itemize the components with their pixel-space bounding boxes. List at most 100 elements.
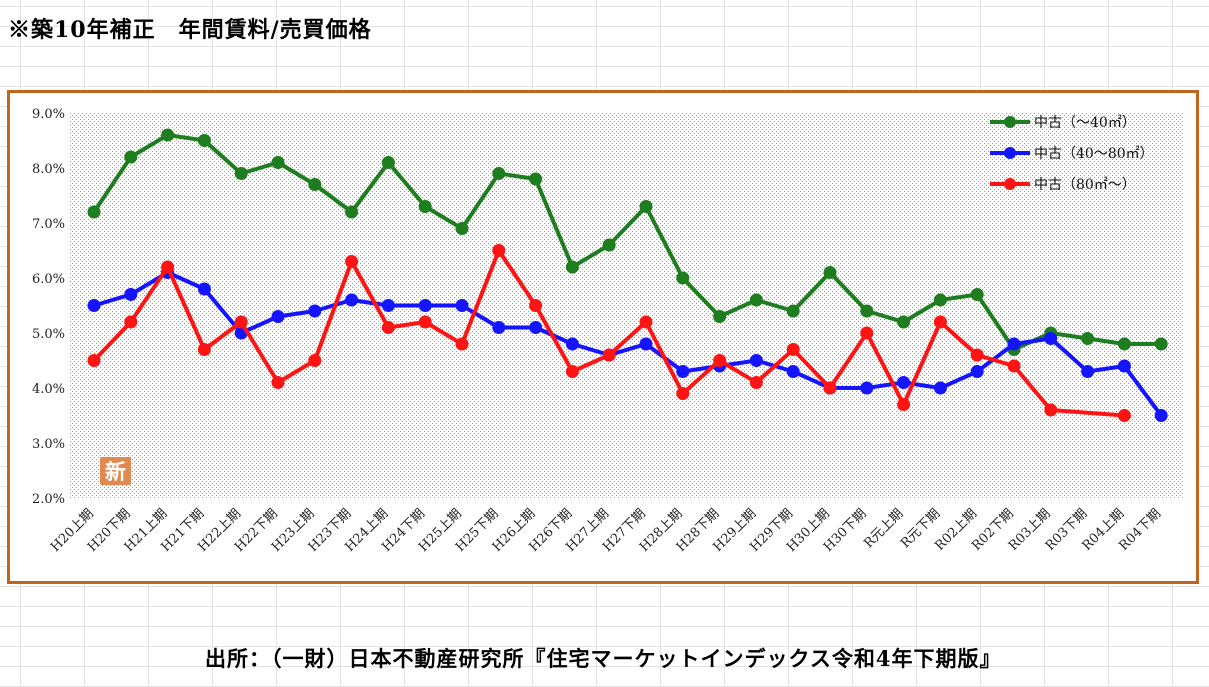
data-point [897,315,911,329]
data-point [345,255,359,268]
data-point [897,376,911,389]
data-point [529,299,543,312]
data-point [492,167,506,180]
y-tick-label: 3.0% [32,437,65,452]
y-tick-label: 2.0% [32,492,65,507]
data-point [565,365,579,378]
legend-marker [1004,178,1016,190]
data-point [970,288,984,301]
data-point [713,310,727,323]
data-point [455,222,469,235]
y-tick-label: 8.0% [32,162,65,177]
data-point [639,315,653,329]
data-point [1007,337,1021,351]
data-point [786,343,800,356]
legend-label: 中古（～40㎡） [1034,115,1136,131]
data-point [786,304,800,318]
legend-marker [1004,147,1016,159]
series-layer [87,128,1168,422]
data-point [1044,332,1058,345]
data-point [970,365,984,378]
data-point [308,178,322,191]
data-point [713,354,727,367]
y-tick-label: 9.0% [32,107,65,122]
data-point [87,299,101,312]
data-point [1081,332,1095,345]
data-point [271,376,285,389]
plot-area [70,113,1184,498]
data-point [455,299,469,312]
data-point [749,376,763,389]
data-point [823,266,837,279]
data-point [823,381,837,395]
data-point [749,293,763,307]
data-point [345,205,359,219]
chart-frame: 2.0% 3.0% 4.0% 5.0% 6.0% 7.0% 8.0% 9.0% H20上期 H2… [7,90,1199,584]
data-point [860,304,874,318]
y-axis: 2.0% 3.0% 4.0% 5.0% 6.0% 7.0% 8.0% 9.0% [32,107,65,507]
y-tick-label: 6.0% [32,272,65,287]
data-point [639,337,653,351]
data-point [1081,365,1095,378]
series-1 [87,128,1168,356]
data-point [308,304,322,318]
data-point [381,321,395,334]
data-point [529,321,543,334]
series-line [93,270,1163,417]
data-point [1117,337,1131,351]
data-point [418,299,432,312]
line-chart: 2.0% 3.0% 4.0% 5.0% 6.0% 7.0% 8.0% 9.0% H20上期H2… [32,107,1184,555]
data-point [897,398,911,411]
data-point [308,354,322,367]
data-point [639,200,653,213]
data-point [197,134,211,147]
data-point [565,337,579,351]
y-tick-label: 5.0% [32,327,65,342]
data-point [1117,359,1131,373]
data-point [124,288,138,301]
data-point [492,321,506,334]
data-point [197,282,211,296]
x-tick-label: R元上期 [861,506,906,551]
data-point [933,381,947,395]
data-point [1154,337,1168,351]
data-point [676,365,690,378]
legend-label: 中古（80㎡～） [1034,177,1136,193]
data-point [970,348,984,362]
data-point [786,365,800,378]
data-point [234,167,248,180]
data-point [1117,409,1131,422]
new-badge-text: 新 [105,459,126,484]
data-point [565,260,579,274]
legend: 中古（～40㎡） 中古（40～80㎡） 中古（80㎡～） [990,115,1154,193]
data-point [676,387,690,400]
data-point [860,326,874,340]
data-point [271,310,285,323]
data-point [602,238,616,252]
legend-marker [1004,116,1016,128]
data-point [749,354,763,367]
y-tick-label: 4.0% [32,382,65,397]
data-point [602,348,616,362]
legend-label: 中古（40～80㎡） [1034,146,1154,162]
data-point [161,128,175,142]
new-badge: 新 [100,457,131,485]
data-point [381,299,395,312]
data-point [1044,403,1058,417]
data-point [161,260,175,274]
data-point [1154,409,1168,422]
data-point [345,293,359,307]
source-note: 出所：（一財）日本不動産研究所『住宅マーケットインデックス令和4年下期版』 [205,646,1002,671]
data-point [455,337,469,351]
series-3 [87,244,1131,422]
series-line [92,248,1125,418]
data-point [124,150,138,164]
data-point [87,354,101,367]
data-point [1007,359,1021,373]
data-point [271,156,285,169]
data-point [381,156,395,169]
data-point [676,271,690,285]
data-point [933,293,947,307]
data-point [197,343,211,356]
data-point [124,315,138,329]
